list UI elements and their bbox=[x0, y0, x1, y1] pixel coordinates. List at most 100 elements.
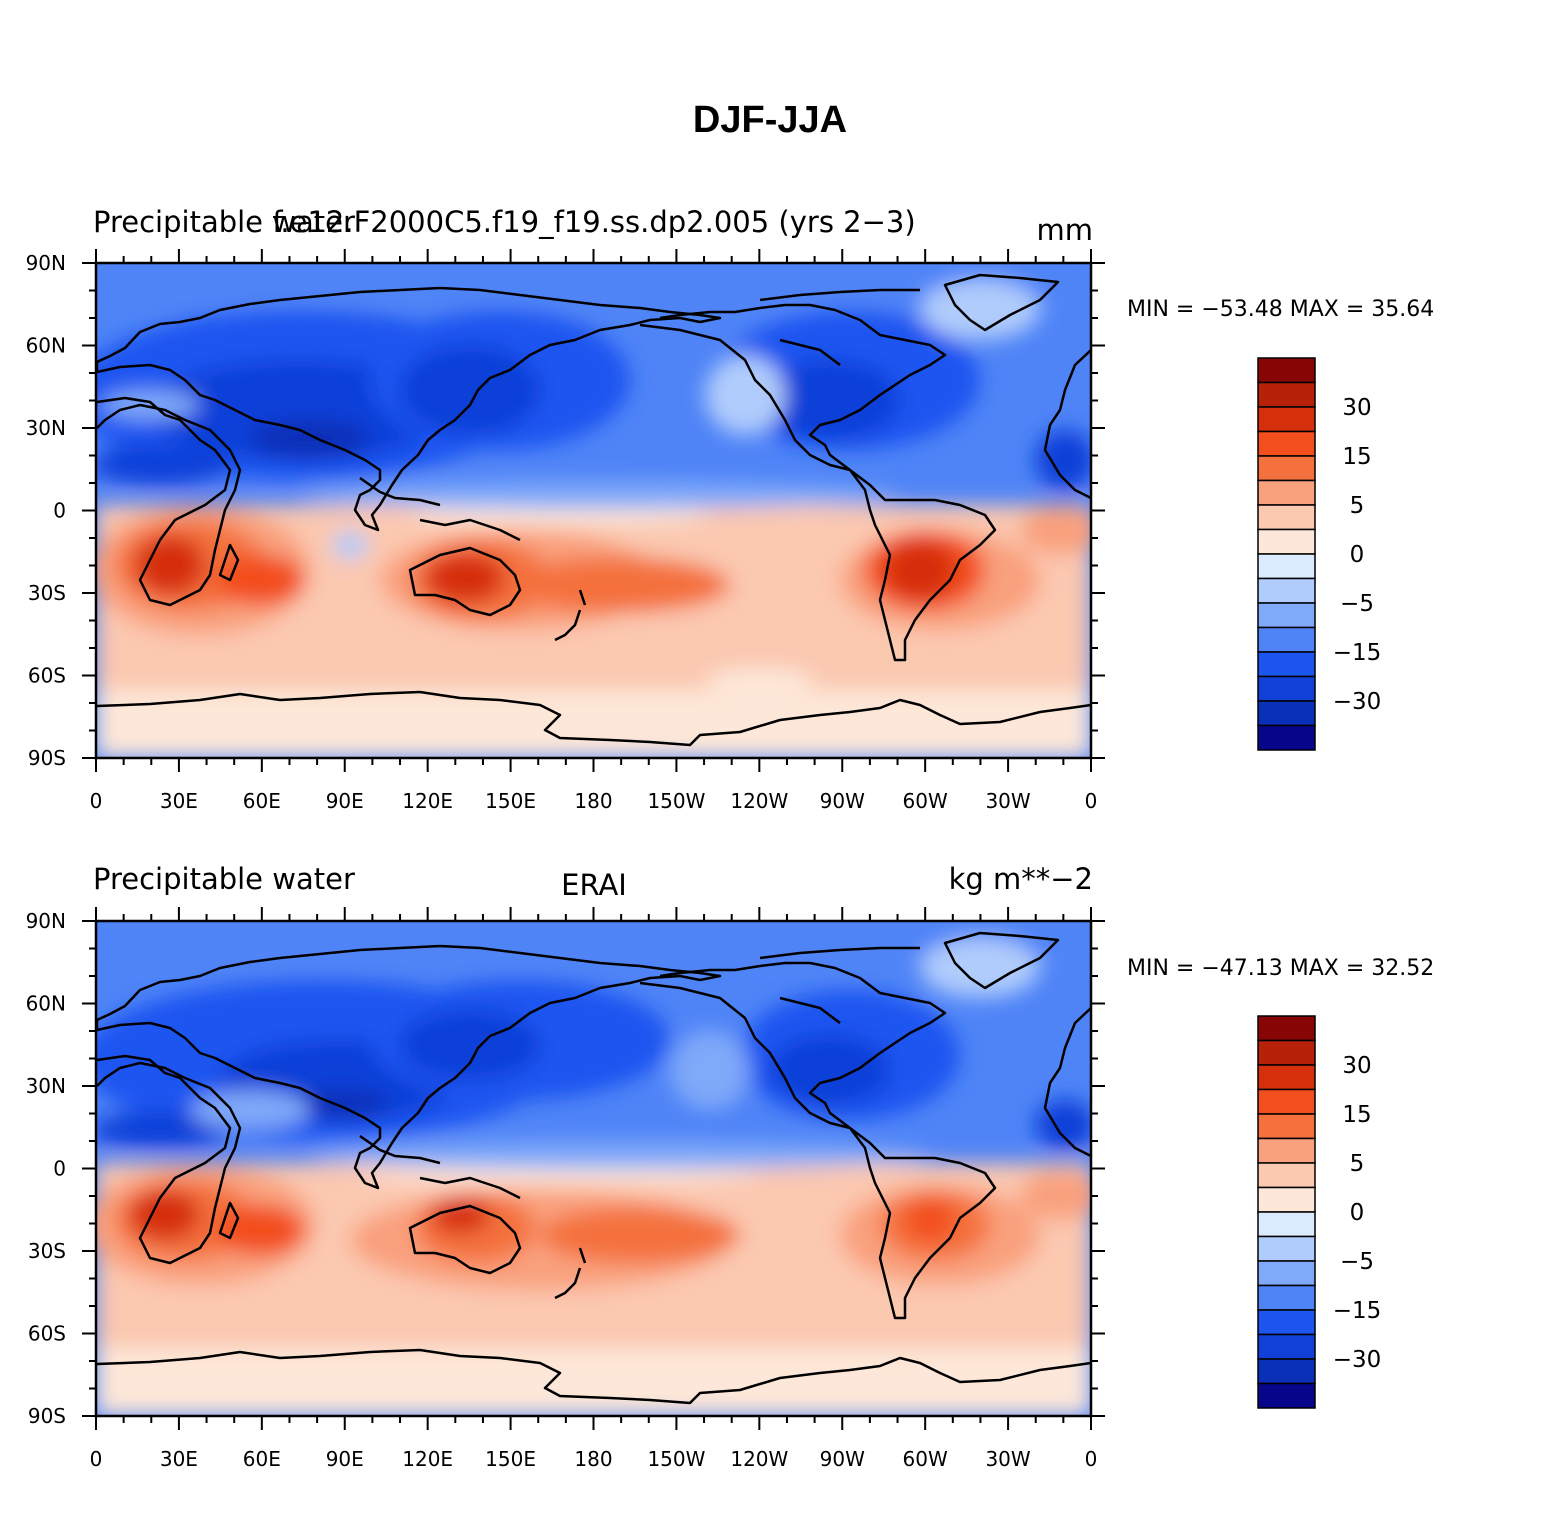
colorbar-swatch bbox=[1257, 1358, 1316, 1385]
reference-panel: Precipitable water ERAI kg m**−2 bbox=[26, 862, 1435, 1471]
colorbar-swatch bbox=[1257, 1039, 1316, 1066]
x-tick-label: 150E bbox=[485, 789, 536, 813]
colorbar-swatch bbox=[1257, 626, 1316, 653]
colorbar-swatch bbox=[1257, 1284, 1316, 1311]
map-frame bbox=[82, 907, 1105, 1430]
x-tick-label: 60W bbox=[903, 789, 948, 813]
colorbar-label: 5 bbox=[1350, 493, 1365, 519]
colorbar-swatch bbox=[1257, 553, 1316, 580]
map-field bbox=[96, 263, 1091, 758]
x-tick-label: 90E bbox=[326, 789, 364, 813]
y-tick-label: 90S bbox=[28, 746, 66, 770]
x-tick-labels: 0 30E 60E 90E 120E 150E 180 150W 120W 90W 60W 30W 0 bbox=[90, 789, 1098, 813]
x-tick-label: 180 bbox=[574, 789, 612, 813]
field-contours bbox=[96, 921, 1091, 1416]
colorbar-swatch bbox=[1257, 1382, 1316, 1409]
colorbar-label: −30 bbox=[1333, 689, 1382, 715]
y-tick-label: 90S bbox=[28, 1404, 66, 1428]
model-panel: Precipitable water f.e12.F2000C5.f19_f19… bbox=[26, 205, 1435, 813]
x-tick-label: 60E bbox=[243, 1447, 281, 1471]
colorbar-swatch bbox=[1257, 1137, 1316, 1164]
colorbar-swatch bbox=[1257, 381, 1316, 408]
colorbar-swatch bbox=[1257, 1015, 1316, 1042]
y-tick-label: 0 bbox=[53, 1157, 66, 1181]
x-tick-label: 180 bbox=[574, 1447, 612, 1471]
x-tick-label: 150E bbox=[485, 1447, 536, 1471]
colorbar-swatch bbox=[1257, 1186, 1316, 1213]
x-tick-label: 0 bbox=[90, 1447, 103, 1471]
panel-units: kg m**−2 bbox=[949, 862, 1093, 896]
panel-center-title: ERAI bbox=[561, 868, 627, 902]
colorbar-label: 15 bbox=[1342, 1102, 1371, 1128]
x-tick-label: 90W bbox=[820, 1447, 865, 1471]
y-tick-label: 30S bbox=[28, 1239, 66, 1263]
y-tick-label: 30N bbox=[26, 1074, 66, 1098]
colorbar-swatch bbox=[1257, 1064, 1316, 1091]
map-field bbox=[96, 921, 1091, 1416]
x-tick-label: 30W bbox=[985, 789, 1030, 813]
colorbar-swatch bbox=[1257, 1235, 1316, 1262]
colorbar-swatch bbox=[1257, 406, 1316, 433]
x-tick-label: 120E bbox=[402, 789, 453, 813]
colorbar-swatch bbox=[1257, 577, 1316, 604]
colorbar-swatch bbox=[1257, 1309, 1316, 1336]
panel-units: mm bbox=[1037, 213, 1094, 247]
continent-outlines bbox=[96, 273, 1091, 747]
colorbar-label: 15 bbox=[1342, 444, 1371, 470]
colorbar-swatch bbox=[1257, 1113, 1316, 1140]
colorbar-swatch bbox=[1257, 430, 1316, 457]
x-tick-labels: 0 30E 60E 90E 120E 150E 180 150W 120W 90W 60W 30W 0 bbox=[90, 1447, 1098, 1471]
colorbar-label: 5 bbox=[1350, 1151, 1365, 1177]
colorbar-swatch bbox=[1257, 602, 1316, 629]
colorbar-swatch bbox=[1257, 1162, 1316, 1189]
colorbar-swatch bbox=[1257, 700, 1316, 727]
colorbar-label: 0 bbox=[1350, 1200, 1365, 1226]
y-tick-label: 30S bbox=[28, 581, 66, 605]
y-tick-labels: 90N 60N 30N 0 30S 60S 90S bbox=[26, 909, 66, 1428]
x-tick-label: 30E bbox=[160, 789, 198, 813]
panel-left-title: Precipitable water bbox=[93, 862, 355, 896]
colorbar-label: −5 bbox=[1340, 591, 1374, 617]
continent-outlines bbox=[96, 931, 1091, 1405]
minmax-label: MIN = −47.13 MAX = 32.52 bbox=[1127, 956, 1434, 981]
y-tick-labels: 90N 60N 30N 0 30S 60S 90S bbox=[26, 251, 66, 770]
x-tick-label: 60E bbox=[243, 789, 281, 813]
x-tick-label: 30W bbox=[985, 1447, 1030, 1471]
colorbar-label: −15 bbox=[1333, 1298, 1382, 1324]
panel-center-title: f.e12.F2000C5.f19_f19.ss.dp2.005 (yrs 2−… bbox=[272, 205, 915, 239]
y-tick-label: 60N bbox=[26, 992, 66, 1016]
x-tick-label: 0 bbox=[90, 789, 103, 813]
x-tick-label: 90E bbox=[326, 1447, 364, 1471]
y-tick-label: 90N bbox=[26, 251, 66, 275]
colorbar: 30 15 5 0 −5 −15 −30 bbox=[1257, 357, 1382, 751]
panel-left-title: Precipitable water bbox=[93, 205, 355, 239]
y-tick-label: 60S bbox=[28, 664, 66, 688]
colorbar-swatch bbox=[1257, 504, 1316, 531]
y-tick-label: 60S bbox=[28, 1322, 66, 1346]
colorbar-label: 0 bbox=[1350, 542, 1365, 568]
colorbar-swatch bbox=[1257, 1333, 1316, 1360]
x-tick-label: 60W bbox=[903, 1447, 948, 1471]
colorbar-label: −30 bbox=[1333, 1347, 1382, 1373]
x-tick-label: 120W bbox=[730, 1447, 788, 1471]
y-tick-label: 0 bbox=[53, 499, 66, 523]
x-tick-label: 30E bbox=[160, 1447, 198, 1471]
colorbar-label: 30 bbox=[1342, 1053, 1371, 1079]
y-tick-label: 60N bbox=[26, 334, 66, 358]
colorbar-swatch bbox=[1257, 528, 1316, 555]
figure-title: DJF-JJA bbox=[693, 99, 847, 141]
field-contours bbox=[96, 263, 1091, 758]
colorbar-swatch bbox=[1257, 357, 1316, 384]
colorbar: 30 15 5 0 −5 −15 −30 bbox=[1257, 1015, 1382, 1409]
colorbar-label: −15 bbox=[1333, 640, 1382, 666]
minmax-label: MIN = −53.48 MAX = 35.64 bbox=[1127, 297, 1434, 322]
colorbar-swatch bbox=[1257, 724, 1316, 751]
y-tick-label: 90N bbox=[26, 909, 66, 933]
colorbar-swatch bbox=[1257, 651, 1316, 678]
x-tick-label: 150W bbox=[647, 1447, 705, 1471]
x-tick-label: 150W bbox=[647, 789, 705, 813]
x-tick-label: 0 bbox=[1085, 789, 1098, 813]
x-tick-label: 120E bbox=[402, 1447, 453, 1471]
x-tick-label: 120W bbox=[730, 789, 788, 813]
